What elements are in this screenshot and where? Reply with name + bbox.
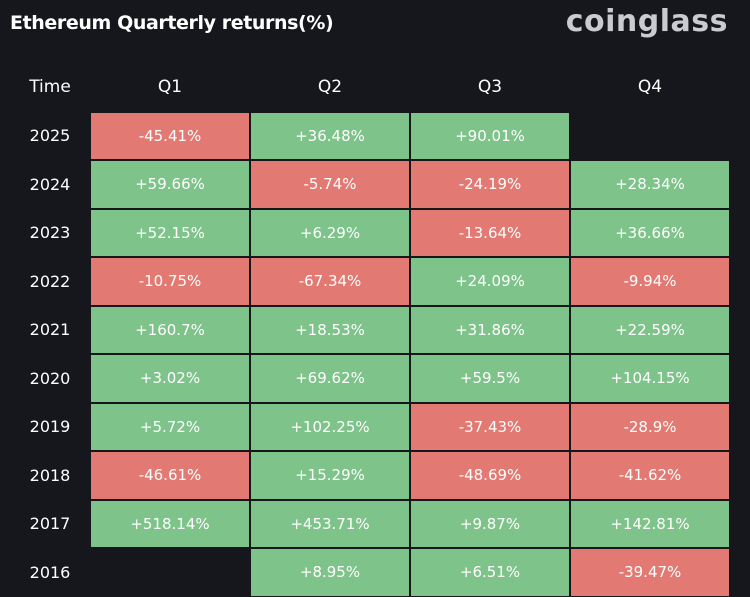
return-cell: -10.75% bbox=[90, 257, 250, 306]
return-cell: +36.66% bbox=[570, 208, 730, 257]
return-cell: +31.86% bbox=[410, 305, 570, 354]
return-cell: +22.59% bbox=[570, 305, 730, 354]
return-cell: -45.41% bbox=[90, 111, 250, 160]
year-label: 2021 bbox=[29, 320, 71, 340]
return-cell: -48.69% bbox=[410, 451, 570, 500]
return-cell: +9.87% bbox=[410, 499, 570, 548]
return-cell: +6.51% bbox=[410, 548, 570, 597]
return-cell: +6.29% bbox=[250, 208, 410, 257]
return-cell: -9.94% bbox=[570, 257, 730, 306]
year-label: 2017 bbox=[29, 514, 71, 534]
return-cell: -67.34% bbox=[250, 257, 410, 306]
header-time: Time bbox=[29, 77, 71, 98]
return-cell bbox=[90, 548, 250, 597]
year-label: 2024 bbox=[29, 174, 71, 194]
return-cell: +59.5% bbox=[410, 354, 570, 403]
chart-title: Ethereum Quarterly returns(%) bbox=[10, 12, 334, 34]
return-cell: +102.25% bbox=[250, 402, 410, 451]
return-cell: +36.48% bbox=[250, 111, 410, 160]
year-label: 2019 bbox=[29, 417, 71, 437]
header-q2: Q2 bbox=[317, 77, 343, 98]
return-cell: +69.62% bbox=[250, 354, 410, 403]
return-cell: -46.61% bbox=[90, 451, 250, 500]
return-cell: -39.47% bbox=[570, 548, 730, 597]
return-cell: +24.09% bbox=[410, 257, 570, 306]
year-label: 2018 bbox=[29, 465, 71, 485]
return-cell: +142.81% bbox=[570, 499, 730, 548]
header-q3: Q3 bbox=[477, 77, 503, 98]
year-label: 2023 bbox=[29, 223, 71, 243]
return-cell: +160.7% bbox=[90, 305, 250, 354]
return-cell: +3.02% bbox=[90, 354, 250, 403]
year-label: 2016 bbox=[29, 562, 71, 582]
return-cell: +518.14% bbox=[90, 499, 250, 548]
return-cell bbox=[570, 111, 730, 160]
return-cell: -5.74% bbox=[250, 160, 410, 209]
year-label: 2025 bbox=[29, 126, 71, 146]
return-cell: +453.71% bbox=[250, 499, 410, 548]
coinglass-logo: coinglass bbox=[565, 4, 728, 39]
return-cell: +59.66% bbox=[90, 160, 250, 209]
return-cell: +5.72% bbox=[90, 402, 250, 451]
return-cell: +28.34% bbox=[570, 160, 730, 209]
return-cell: -28.9% bbox=[570, 402, 730, 451]
return-cell: -41.62% bbox=[570, 451, 730, 500]
header-q1: Q1 bbox=[157, 77, 183, 98]
return-cell: +104.15% bbox=[570, 354, 730, 403]
return-cell: +90.01% bbox=[410, 111, 570, 160]
return-cell: -37.43% bbox=[410, 402, 570, 451]
year-label: 2020 bbox=[29, 368, 71, 388]
return-cell: +52.15% bbox=[90, 208, 250, 257]
year-label: 2022 bbox=[29, 271, 71, 291]
return-cell: +8.95% bbox=[250, 548, 410, 597]
header-q4: Q4 bbox=[637, 77, 663, 98]
return-cell: -24.19% bbox=[410, 160, 570, 209]
return-cell: -13.64% bbox=[410, 208, 570, 257]
return-cell: +15.29% bbox=[250, 451, 410, 500]
return-cell: +18.53% bbox=[250, 305, 410, 354]
returns-table: Time Q1 Q2 Q3 Q4 2025 -45.41% +36.48% +90.0… bbox=[10, 63, 730, 597]
